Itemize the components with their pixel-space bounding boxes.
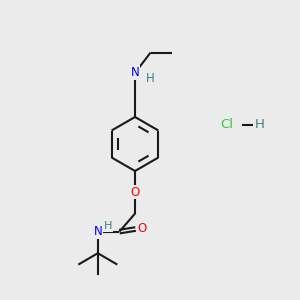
Text: O: O (130, 185, 140, 199)
Text: N: N (130, 66, 140, 80)
Text: H: H (104, 221, 112, 231)
Text: H: H (146, 72, 155, 85)
Text: N: N (93, 225, 102, 238)
Text: Cl: Cl (220, 118, 233, 131)
Text: H: H (255, 118, 264, 131)
Text: O: O (137, 221, 146, 235)
